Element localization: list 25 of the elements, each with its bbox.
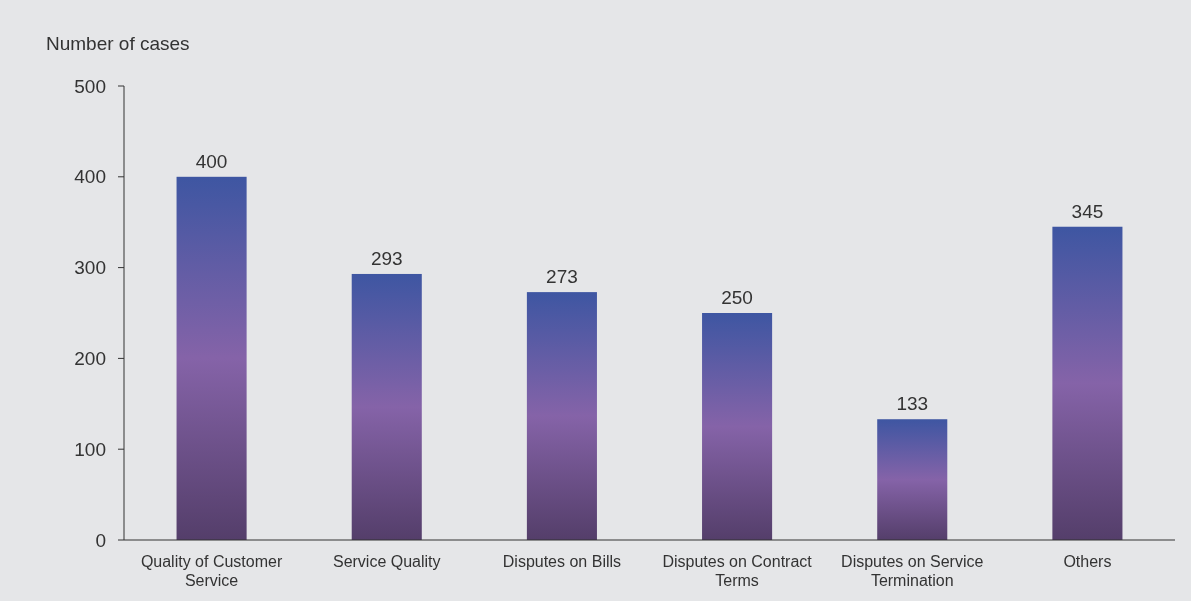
bar — [351, 273, 422, 540]
bar — [877, 419, 948, 540]
x-tick-label: Disputes on Service Termination — [841, 553, 984, 589]
bar — [176, 176, 247, 540]
data-label: 250 — [721, 287, 753, 308]
data-label: 400 — [195, 150, 228, 172]
data-label: 293 — [370, 247, 403, 269]
y-tick-label: 400 — [74, 166, 106, 188]
y-tick-label: 200 — [74, 348, 106, 370]
y-tick-label: 100 — [74, 438, 106, 460]
data-label: 345 — [1071, 200, 1104, 222]
y-tick-label: 500 — [74, 75, 106, 97]
y-tick-label: 300 — [74, 257, 106, 279]
bar — [1052, 226, 1123, 540]
bar — [526, 292, 597, 540]
x-tick-label: Disputes on Contract Terms — [662, 553, 813, 589]
data-label: 133 — [896, 393, 929, 415]
x-tick-label: Quality of Customer Service — [140, 553, 283, 589]
bar — [702, 313, 773, 540]
x-tick-label: Others — [1063, 553, 1112, 570]
x-tick-label: Service Quality — [332, 553, 441, 570]
data-label: 273 — [546, 266, 578, 288]
y-axis-title: Number of cases — [46, 33, 190, 54]
y-tick-label: 0 — [95, 529, 106, 551]
x-tick-label: Disputes on Bills — [502, 553, 622, 570]
